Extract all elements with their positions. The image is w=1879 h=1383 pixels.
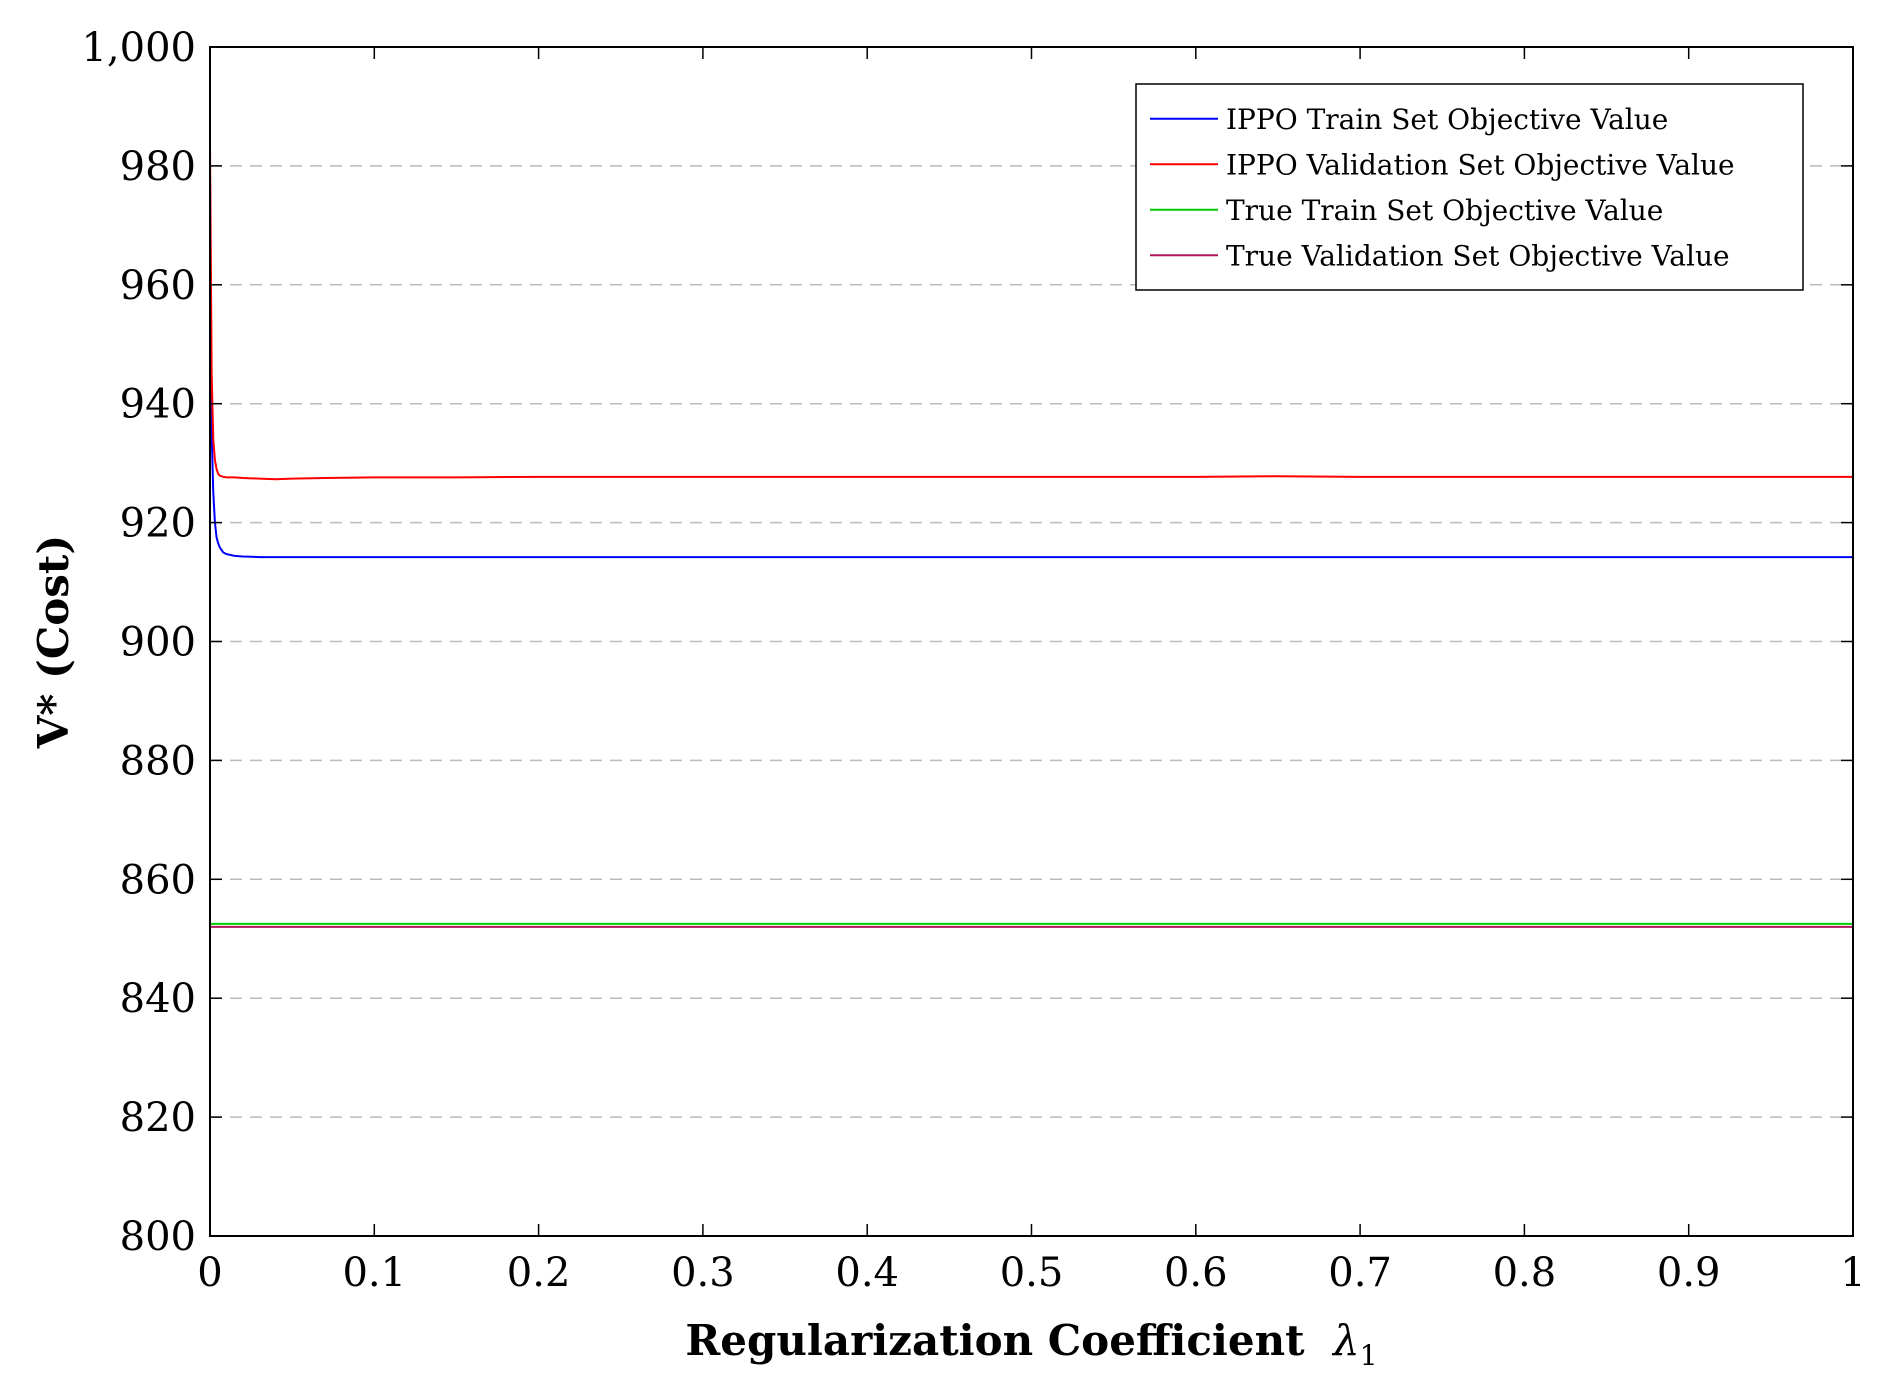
y-tick-label: 880 [120,738,196,784]
y-tick-label: 860 [120,857,196,903]
x-tick-label: 0.2 [507,1250,571,1296]
x-axis-symbol: λ [1331,1316,1360,1365]
y-tick-label: 960 [120,263,196,309]
x-tick-label: 0.1 [342,1250,406,1296]
y-tick-label: 900 [120,620,196,666]
x-axis-title-text: Regularization Coefficient [685,1316,1305,1365]
y-tick-label: 980 [120,144,196,190]
y-axis-title: V* (Cost) [29,535,78,749]
x-tick-label: 0 [197,1250,222,1296]
x-tick-label: 1 [1840,1250,1865,1296]
x-tick-label: 0.3 [671,1250,735,1296]
x-tick-label: 0.5 [1000,1250,1064,1296]
legend-label-true-train-set-objective-value: True Train Set Objective Value [1226,194,1663,227]
y-tick-label: 1,000 [81,25,196,71]
y-tick-label: 940 [120,382,196,428]
series-line-ippo-train-set-objective-value [209,344,1853,559]
y-tick-label: 800 [120,1214,196,1260]
legend-label-ippo-train-set-objective-value: IPPO Train Set Objective Value [1226,103,1668,136]
x-axis-title: Regularization Coefficient λ1 [685,1316,1377,1372]
tick-layer [209,46,1854,1237]
legend-label-ippo-validation-set-objective-value: IPPO Validation Set Objective Value [1226,148,1735,181]
y-tick-label: 840 [120,976,196,1022]
y-tick-label: 820 [120,1095,196,1141]
x-tick-label: 0.9 [1657,1250,1721,1296]
x-tick-label: 0.6 [1164,1250,1228,1296]
series-layer [209,142,1853,928]
x-tick-label: 0.4 [835,1250,899,1296]
y-tick-label: 920 [120,501,196,547]
x-axis-symbol-subscript: 1 [1360,1339,1378,1372]
legend: IPPO Train Set Objective Value IPPO Valid… [1135,83,1804,291]
legend-box [1135,83,1804,291]
series-line-ippo-validation-set-objective-value [209,142,1853,481]
tick-label-layer: 800 820 840 860 880 900 920 940 960 980 1,000 0 0.1 0… [81,25,1865,1296]
legend-label-true-validation-set-objective-value: True Validation Set Objective Value [1226,239,1730,272]
x-tick-label: 0.8 [1493,1250,1557,1296]
x-tick-label: 0.7 [1328,1250,1392,1296]
